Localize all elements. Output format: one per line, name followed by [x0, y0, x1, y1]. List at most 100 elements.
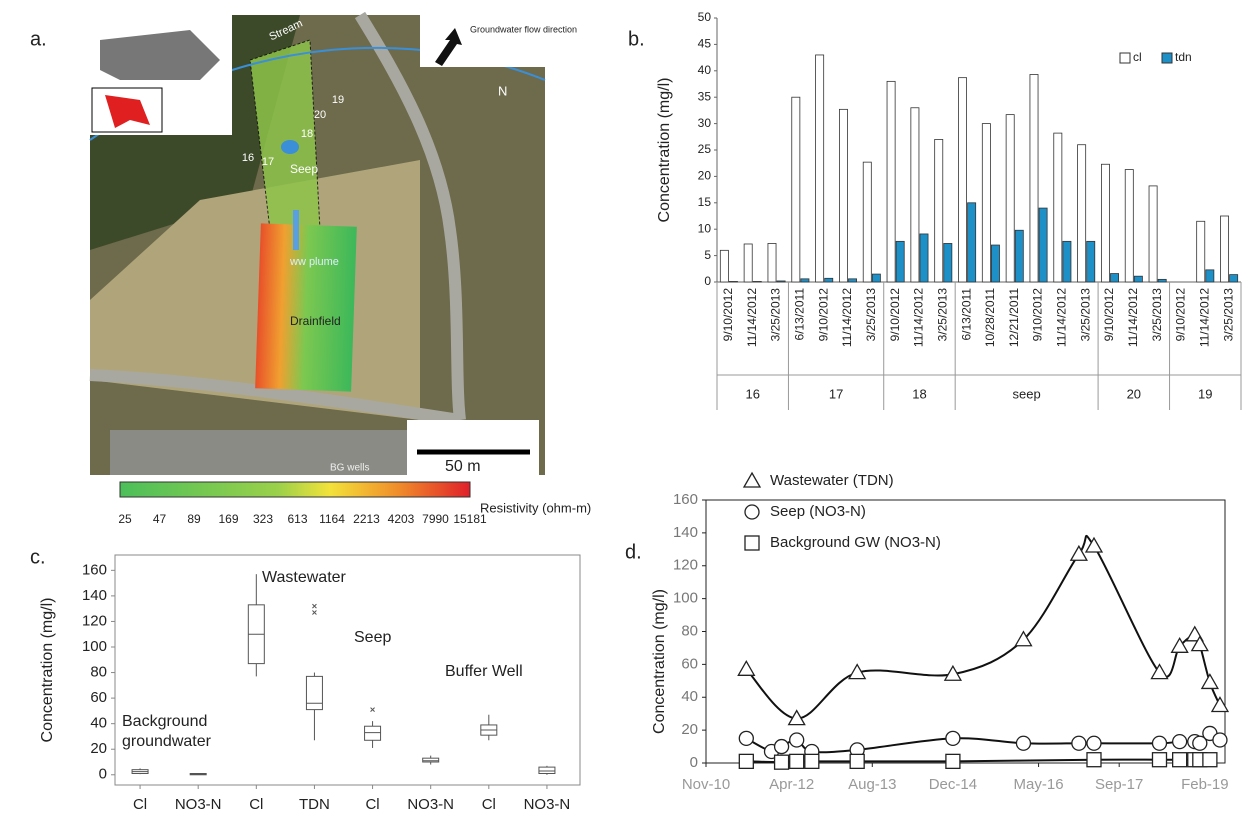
y-tick-label: 100: [82, 638, 107, 655]
bar: [1005, 114, 1015, 283]
bar: [862, 161, 872, 283]
marker: [1084, 536, 1104, 553]
marker: [738, 730, 754, 746]
x-tick-label: Cl: [249, 796, 263, 813]
y-tick-label: 40: [681, 688, 698, 705]
scale-label: 50 m: [445, 458, 481, 475]
series-line: [745, 534, 1221, 720]
marker: [1069, 544, 1088, 561]
group-label: 20: [1127, 386, 1141, 401]
bar: [729, 281, 738, 283]
legend-label: Seep (NO3-N): [770, 503, 866, 520]
y-tick-label: 40: [698, 63, 712, 77]
x-tick-label: NO3-N: [407, 796, 454, 813]
north-label: N: [498, 83, 507, 98]
y-tick-label: 100: [673, 590, 698, 607]
well-label: 18: [301, 128, 313, 140]
colorbar-tick-label: 4203: [388, 512, 415, 526]
x-tick-label: 11/14/2012: [1197, 288, 1211, 347]
outlier: [312, 603, 317, 609]
x-tick-label: 3/25/2013: [1078, 288, 1092, 342]
colorbar-title: Resistivity (ohm-m): [480, 500, 591, 515]
road: [354, 11, 466, 421]
y-axis-label: Concentration (mg/l): [651, 589, 668, 734]
marker: [945, 730, 961, 746]
x-tick-label: 12/21/2011: [1007, 288, 1021, 347]
state-map: [100, 30, 220, 80]
bg-wells-label: BG wells: [330, 463, 369, 474]
marker: [773, 754, 790, 770]
x-tick-label: 9/10/2012: [1102, 288, 1116, 342]
y-tick-label: 15: [698, 195, 712, 209]
seep-marker: [281, 140, 299, 154]
y-tick-label: 140: [673, 524, 698, 541]
x-tick-label: 11/14/2012: [912, 288, 926, 347]
y-tick-label: 20: [90, 740, 107, 757]
marker: [1150, 663, 1169, 680]
resistivity-map: [255, 223, 357, 392]
x-tick-label: 11/14/2012: [1126, 288, 1140, 347]
annotation: Buffer Well: [445, 663, 523, 680]
colorbar-tick-label: 47: [153, 512, 167, 526]
scale-box: [407, 420, 539, 475]
x-tick-label: 3/25/2013: [864, 288, 878, 342]
bar: [895, 240, 905, 283]
bar: [743, 243, 753, 283]
x-tick-label: Feb-19: [1181, 776, 1229, 793]
x-tick-label: 3/25/2013: [1221, 288, 1235, 342]
y-axis-label: Concentration (mg/l): [39, 598, 56, 743]
bar: [1062, 240, 1072, 283]
y-tick-label: 40: [90, 715, 107, 732]
x-tick-label: 6/13/2011: [793, 288, 807, 341]
y-tick-label: 80: [681, 622, 698, 639]
plume-area: [249, 39, 321, 231]
bar: [1110, 273, 1119, 283]
panel-label: b.: [628, 28, 645, 50]
x-tick-label: Apr-12: [769, 776, 814, 793]
x-tick-label: 9/10/2012: [1031, 288, 1045, 342]
x-tick-label: 11/14/2012: [745, 288, 759, 347]
bar: [800, 278, 810, 283]
y-tick-label: 80: [90, 664, 107, 681]
marker: [773, 738, 790, 755]
colorbar-tick-label: 323: [253, 512, 273, 526]
marker: [1212, 732, 1228, 748]
well-label: 17: [262, 156, 274, 168]
panel-label: d.: [625, 541, 642, 563]
bar: [1229, 274, 1239, 283]
legend-label: Wastewater (TDN): [770, 472, 894, 489]
group-label: 19: [1198, 386, 1212, 401]
bar: [967, 202, 977, 283]
bar: [719, 249, 729, 283]
y-tick-label: 50: [698, 10, 712, 24]
colorbar-tick-label: 169: [218, 512, 238, 526]
bar: [981, 123, 991, 283]
marker: [789, 732, 805, 748]
outlier: [370, 707, 375, 712]
y-tick-label: 120: [673, 557, 698, 574]
colorbar-tick-label: 2213: [353, 512, 380, 526]
y-tick-label: 10: [698, 221, 712, 235]
colorbar-tick-label: 15181: [453, 512, 487, 526]
marker: [1190, 635, 1209, 652]
marker: [849, 753, 865, 770]
bar: [1053, 132, 1063, 283]
y-tick-label: 20: [681, 721, 698, 738]
marker: [1015, 735, 1032, 751]
marker: [742, 471, 762, 488]
box: [305, 675, 323, 711]
y-tick-label: 160: [673, 491, 698, 508]
y-tick-label: 160: [82, 561, 107, 578]
bar: [991, 244, 1000, 283]
marker: [1071, 735, 1087, 751]
outlier: [312, 610, 317, 615]
x-tick-label: 11/14/2012: [1055, 288, 1069, 347]
county: [105, 95, 150, 128]
marker: [945, 753, 961, 770]
panel-label: c.: [30, 546, 46, 568]
map: [89, 11, 546, 498]
x-tick-label: 6/13/2011: [959, 288, 973, 341]
marker: [1172, 752, 1188, 768]
annotation: Wastewater: [262, 569, 346, 586]
